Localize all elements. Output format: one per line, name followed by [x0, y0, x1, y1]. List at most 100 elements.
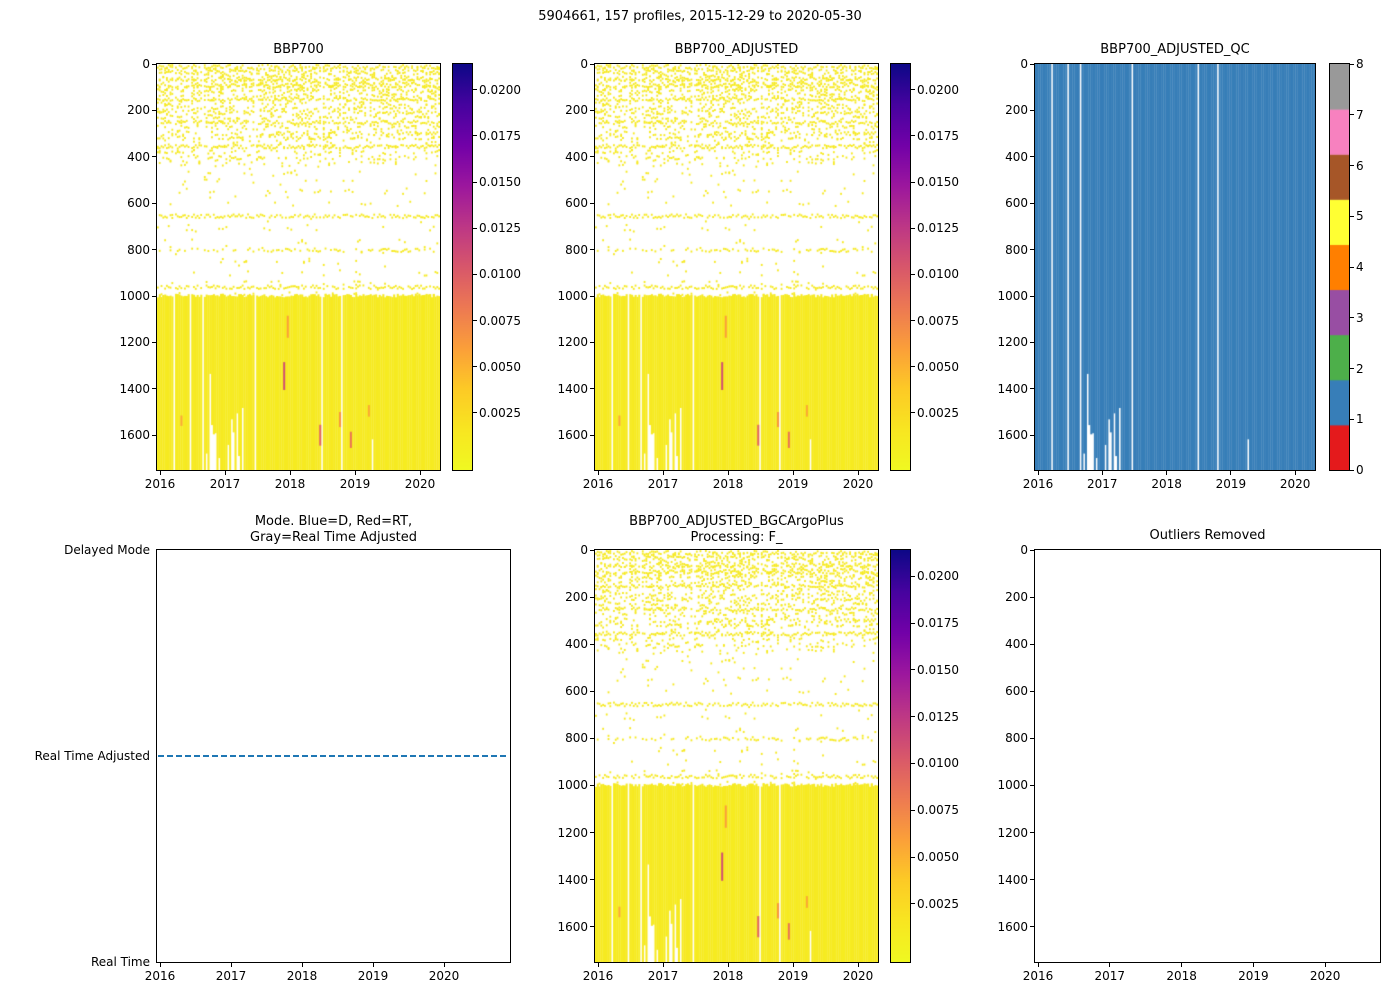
title-bbp700: BBP700: [273, 42, 324, 57]
title-mode-line1: Mode. Blue=D, Red=RT,: [254, 514, 413, 529]
y-tick-label: 1200: [119, 335, 150, 350]
x-tick-label: 2019: [1238, 969, 1269, 983]
y-tick-mark: [152, 388, 156, 390]
heatmap-bbp700-adjusted: [595, 64, 878, 470]
title-bgcargoplus: BBP700_ADJUSTED_BGCArgoPlus Processing: …: [595, 514, 878, 546]
y-tick-mark: [1030, 737, 1034, 739]
colorbar-tick-mark: [473, 366, 477, 368]
colorbar-tick-label: 0.0175: [917, 616, 959, 631]
colorbar-tick-label: 0.0100: [479, 267, 521, 282]
colorbar-tick-mark: [473, 89, 477, 91]
y-tick-label: 0: [1020, 57, 1028, 71]
x-tick-mark: [230, 963, 232, 967]
y-tick-mark: [1030, 643, 1034, 645]
heatmap-bgcargoplus: [595, 550, 878, 962]
heatmap-qc: [1035, 64, 1315, 470]
y-tick-label: 1000: [557, 289, 588, 303]
y-tick-label: 1200: [557, 335, 588, 350]
y-tick-mark: [590, 249, 594, 251]
axes-bgcargoplus: [594, 549, 879, 963]
y-tick-mark: [590, 784, 594, 786]
y-tick-mark: [590, 434, 594, 436]
y-tick-mark: [1030, 109, 1034, 111]
colorbar-tick-mark: [911, 762, 915, 764]
colorbar-tick-mark: [473, 320, 477, 322]
y-tick-label: 1400: [119, 381, 150, 396]
axes-bbp700-adjusted: [594, 63, 879, 471]
y-tick-mark: [590, 690, 594, 692]
mode-ytick-label: Real Time Adjusted: [34, 749, 150, 763]
colorbar-tick-label: 2: [1356, 361, 1364, 376]
title-bbp700-adjusted: BBP700_ADJUSTED: [674, 42, 799, 57]
x-tick-label: 2020: [842, 477, 874, 491]
y-tick-label: 1400: [997, 872, 1028, 887]
x-tick-mark: [1252, 963, 1254, 967]
colorbar-tick-label: 0.0125: [479, 221, 521, 236]
colorbar-tick-label: 6: [1356, 158, 1364, 173]
y-tick-mark: [1030, 434, 1034, 436]
x-tick-label: 2020: [1309, 969, 1341, 983]
y-tick-label: 1000: [557, 778, 588, 793]
colorbar-tick-label: 0.0125: [917, 221, 959, 236]
y-tick-label: 1600: [557, 428, 588, 443]
y-tick-label: 800: [565, 242, 588, 257]
colorbar-tick-label: 0.0175: [479, 128, 521, 143]
x-tick-mark: [159, 963, 161, 967]
x-tick-mark: [1324, 963, 1326, 967]
x-tick-label: 2019: [357, 969, 389, 983]
colorbar-tick-mark: [911, 412, 915, 414]
colorbar-tick-label: 1: [1356, 412, 1364, 427]
x-tick-label: 2016: [1022, 969, 1054, 983]
y-tick-label: 1600: [557, 919, 588, 934]
colorbar-tick-label: 0.0050: [917, 359, 959, 374]
y-tick-mark: [1030, 879, 1034, 881]
y-tick-mark: [152, 202, 156, 204]
y-tick-mark: [590, 295, 594, 297]
y-tick-mark: [590, 926, 594, 928]
y-tick-mark: [152, 295, 156, 297]
y-tick-label: 1200: [997, 335, 1028, 350]
y-tick-mark: [152, 109, 156, 111]
y-tick-mark: [590, 832, 594, 833]
x-tick-label: 2019: [339, 477, 371, 491]
y-tick-label: 200: [565, 103, 588, 118]
y-tick-label: 600: [1005, 684, 1028, 699]
y-tick-label: 1400: [997, 381, 1028, 396]
y-tick-label: 600: [127, 196, 150, 211]
y-tick-mark: [1030, 202, 1034, 204]
y-tick-label: 600: [565, 196, 588, 211]
y-tick-label: 400: [127, 149, 150, 164]
y-tick-label: 1000: [997, 289, 1028, 303]
colorbar-tick-mark: [1350, 114, 1354, 116]
x-tick-label: 2018: [1166, 969, 1197, 983]
axes-bbp700: [156, 63, 441, 471]
colorbar-tick-mark: [911, 135, 915, 137]
y-tick-mark: [590, 109, 594, 111]
colorbar-tick-label: 5: [1356, 209, 1364, 224]
x-tick-label: 2017: [1087, 477, 1118, 491]
x-tick-mark: [1037, 963, 1039, 967]
y-tick-mark: [152, 249, 156, 251]
colorbar-qc: [1329, 63, 1350, 471]
x-tick-mark: [727, 471, 729, 475]
colorbar-tick-mark: [911, 181, 915, 183]
y-tick-label: 1000: [997, 778, 1028, 793]
x-tick-mark: [662, 471, 664, 475]
y-tick-label: 1600: [119, 428, 150, 443]
title-mode-line2: Gray=Real Time Adjusted: [250, 530, 417, 545]
y-tick-label: 400: [1005, 149, 1028, 164]
colorbar-tick-mark: [911, 669, 915, 671]
x-tick-label: 2019: [777, 969, 809, 983]
x-tick-mark: [1166, 471, 1168, 475]
colorbar-tick-mark: [1350, 215, 1354, 217]
x-tick-mark: [301, 963, 303, 967]
colorbar-scale-qc: [1330, 64, 1349, 470]
colorbar-tick-label: 0.0200: [917, 82, 959, 97]
x-tick-mark: [443, 963, 445, 967]
colorbar-tick-label: 0.0200: [479, 82, 521, 97]
y-tick-label: 0: [580, 57, 588, 71]
colorbar-tick-mark: [1350, 469, 1354, 471]
y-tick-mark: [1030, 832, 1034, 833]
x-tick-mark: [662, 963, 664, 967]
